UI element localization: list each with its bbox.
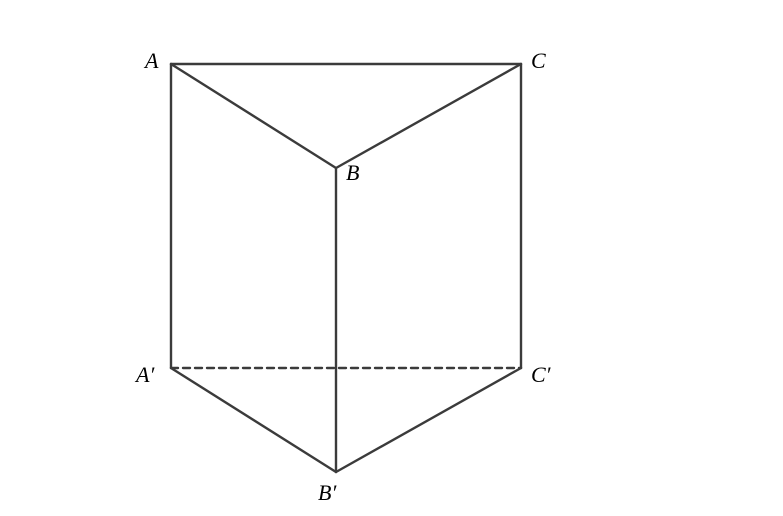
vertex-label-A: A [145,48,158,74]
edge-A-B [171,64,336,168]
vertex-label-C: C [531,48,546,74]
vertex-label-Cp: C′ [531,362,551,388]
vertex-label-Ap: A′ [136,362,154,388]
edge-Bp-Cp [336,368,521,472]
edge-Ap-Bp [171,368,336,472]
vertex-label-B: B [346,160,359,186]
prism-diagram [0,0,783,516]
vertex-label-Bp: B′ [318,480,336,506]
edge-B-C [336,64,521,168]
